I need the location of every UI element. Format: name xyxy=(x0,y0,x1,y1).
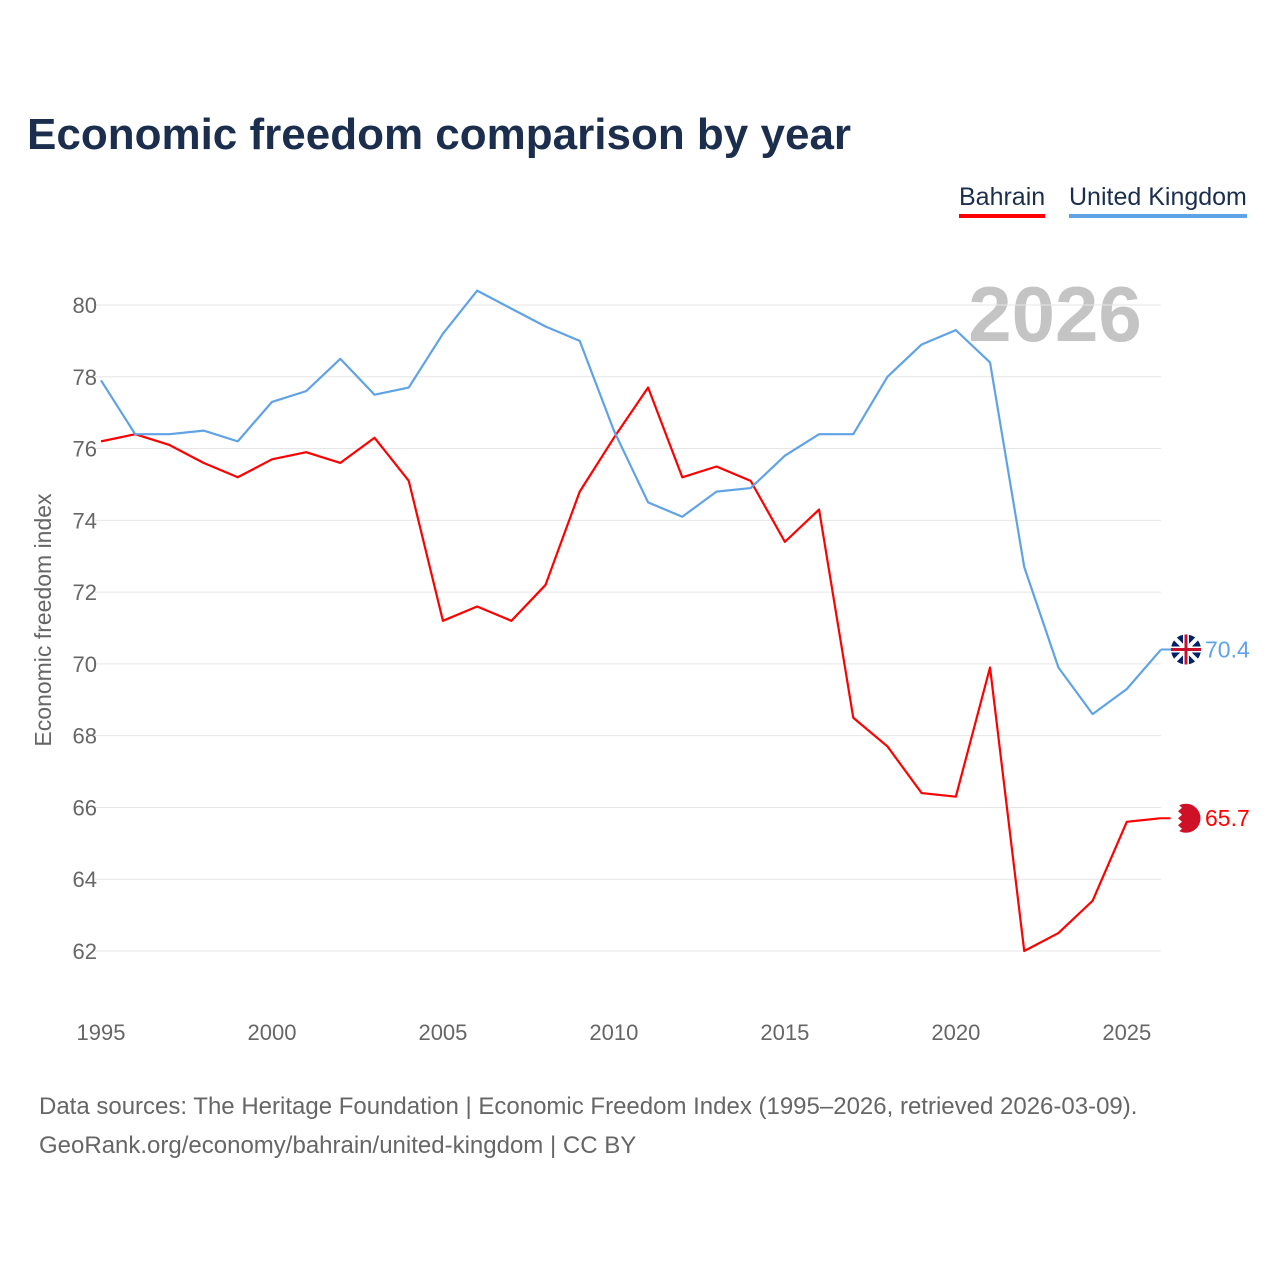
source-note: Data sources: The Heritage Foundation | … xyxy=(39,1087,1137,1165)
y-tick-label: 76 xyxy=(73,437,97,462)
x-tick-label: 2020 xyxy=(931,1020,980,1045)
x-tick-label: 1995 xyxy=(77,1020,126,1045)
x-tick-label: 2010 xyxy=(589,1020,638,1045)
x-tick-label: 2005 xyxy=(418,1020,467,1045)
uk-flag-cross-red xyxy=(1171,634,1201,665)
y-tick-label: 80 xyxy=(73,293,97,318)
source-line-1: Data sources: The Heritage Foundation | … xyxy=(39,1093,1138,1120)
y-tick-label: 70 xyxy=(73,652,97,677)
legend-united-kingdom[interactable]: United Kingdom xyxy=(1069,183,1247,218)
bahrain-flag-stripe xyxy=(1171,804,1182,833)
end-value-label: 70.4 xyxy=(1205,637,1250,663)
chart-title: Economic freedom comparison by year xyxy=(27,110,852,159)
x-tick-label: 2025 xyxy=(1102,1020,1151,1045)
legend-bahrain[interactable]: Bahrain xyxy=(959,183,1046,218)
y-tick-label: 66 xyxy=(73,795,97,820)
series-line-bahrain xyxy=(100,386,1162,953)
y-tick-label: 78 xyxy=(73,365,97,390)
y-tick-label: 62 xyxy=(73,939,97,964)
line-chart: 2026 62 64 66 68 70 72 74 76 78 80 1995 2000 2005 201… xyxy=(30,270,1250,1045)
series-line-united-kingdom xyxy=(100,289,1162,716)
year-watermark: 2026 xyxy=(968,270,1142,358)
y-tick-label: 74 xyxy=(73,508,97,533)
y-tick-label: 68 xyxy=(73,724,97,749)
x-tick-label: 2000 xyxy=(247,1020,296,1045)
source-line-2[interactable]: GeoRank.org/economy/bahrain/united-kingd… xyxy=(39,1132,637,1159)
y-tick-label: 64 xyxy=(73,867,97,892)
y-tick-label: 72 xyxy=(73,580,97,605)
y-axis-label: Economic freedom index xyxy=(30,493,56,747)
x-tick-label: 2015 xyxy=(760,1020,809,1045)
end-value-label: 65.7 xyxy=(1205,805,1250,831)
